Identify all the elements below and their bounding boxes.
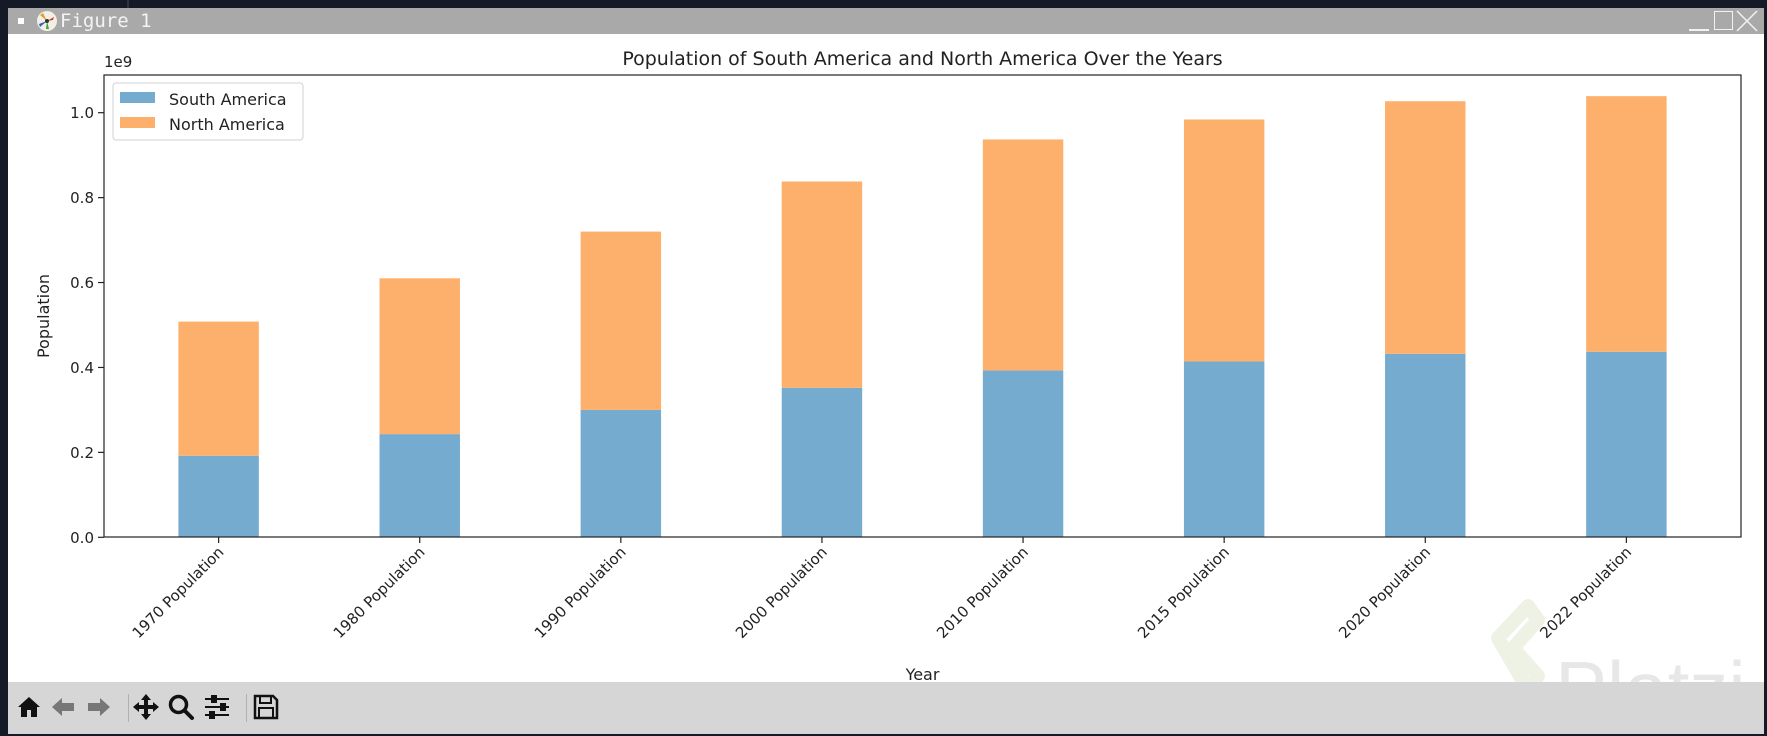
bar-south-america-5 — [1183, 361, 1265, 538]
legend-swatch-south-america — [120, 92, 155, 103]
bar-south-america-6 — [1385, 353, 1466, 538]
save-button[interactable] — [251, 692, 281, 722]
move-icon — [133, 694, 159, 720]
bar-north-america-0 — [178, 321, 259, 456]
legend-swatch-north-america — [120, 117, 155, 128]
window-menu-icon[interactable] — [18, 18, 24, 24]
legend-label-south-america: South America — [169, 90, 287, 109]
bar-south-america-7 — [1586, 351, 1667, 538]
y-tick-label: 0.4 — [70, 359, 94, 377]
x-axis-ticks: 1970 Population 1980 Population 1990 Popul… — [129, 537, 1635, 642]
legend-label-north-america: North America — [169, 115, 285, 134]
y-axis-label: Population — [34, 274, 53, 358]
close-icon — [1736, 10, 1758, 32]
minimize-button[interactable] — [1688, 10, 1710, 32]
bar-north-america-4 — [982, 139, 1064, 371]
bar-south-america-2 — [580, 409, 662, 538]
bar-north-america-7 — [1586, 96, 1667, 352]
toolbar-separator — [246, 694, 247, 722]
chart-title: Population of South America and North Am… — [622, 48, 1222, 70]
desktop-divider — [127, 0, 129, 8]
x-tick-label: 2015 Population — [1134, 543, 1233, 642]
pan-button[interactable] — [131, 692, 161, 722]
bar-north-america-2 — [580, 231, 662, 410]
x-tick-label: 2022 Population — [1536, 543, 1635, 642]
bar-north-america-1 — [379, 278, 460, 435]
bar-chart: 0.0 0.2 0.4 0.6 0.8 1.0 1970 Population 1980 P… — [34, 48, 1742, 684]
maximize-button[interactable] — [1712, 10, 1734, 32]
configure-subplots-button[interactable] — [202, 692, 232, 722]
axes-frame — [103, 74, 1742, 538]
sliders-icon — [205, 695, 229, 719]
figure-window: Figure 1 Platzi 0.00.20.40.60.81.0 1970 … — [8, 8, 1764, 734]
bar-north-america-5 — [1183, 119, 1265, 362]
close-button[interactable] — [1736, 10, 1758, 32]
x-tick-label: 2000 Population — [732, 543, 831, 642]
x-tick-label: 1990 Population — [531, 543, 630, 642]
bar-south-america-3 — [781, 387, 863, 538]
arrow-right-icon — [88, 698, 110, 716]
window-title: Figure 1 — [60, 10, 152, 32]
home-button[interactable] — [14, 692, 44, 722]
zoom-button[interactable] — [166, 692, 196, 722]
y-tick-label: 0.8 — [70, 189, 94, 207]
floppy-disk-icon — [253, 694, 279, 720]
y-tick-label: 0.0 — [70, 529, 94, 547]
toolbar-separator — [128, 694, 129, 722]
bar-north-america-3 — [781, 181, 863, 388]
y-tick-label: 0.2 — [70, 444, 94, 462]
bar-south-america-0 — [178, 455, 259, 538]
bar-south-america-4 — [982, 370, 1064, 538]
y-tick-label: 1.0 — [70, 104, 94, 122]
y-axis-ticks: 0.0 0.2 0.4 0.6 0.8 1.0 — [70, 104, 104, 547]
bars-group — [178, 96, 1667, 538]
y-offset-label: 1e9 — [104, 53, 132, 71]
y-tick-label: 0.6 — [70, 274, 94, 292]
title-bar[interactable]: Figure 1 — [8, 8, 1764, 34]
x-tick-label: 2020 Population — [1335, 543, 1434, 642]
x-tick-label: 1970 Population — [129, 543, 228, 642]
back-button[interactable] — [48, 692, 78, 722]
arrow-left-icon — [52, 698, 74, 716]
x-tick-label: 2010 Population — [933, 543, 1032, 642]
navigation-toolbar — [8, 682, 1764, 734]
matplotlib-icon — [37, 11, 57, 31]
x-tick-label: 1980 Population — [330, 543, 429, 642]
legend-box — [112, 82, 304, 141]
x-axis-label: Year — [905, 665, 940, 684]
legend: South America North America — [112, 82, 304, 141]
forward-button[interactable] — [84, 692, 114, 722]
bar-south-america-1 — [379, 434, 460, 538]
home-icon — [18, 697, 40, 717]
magnifier-icon — [168, 694, 194, 720]
bar-north-america-6 — [1385, 101, 1466, 354]
